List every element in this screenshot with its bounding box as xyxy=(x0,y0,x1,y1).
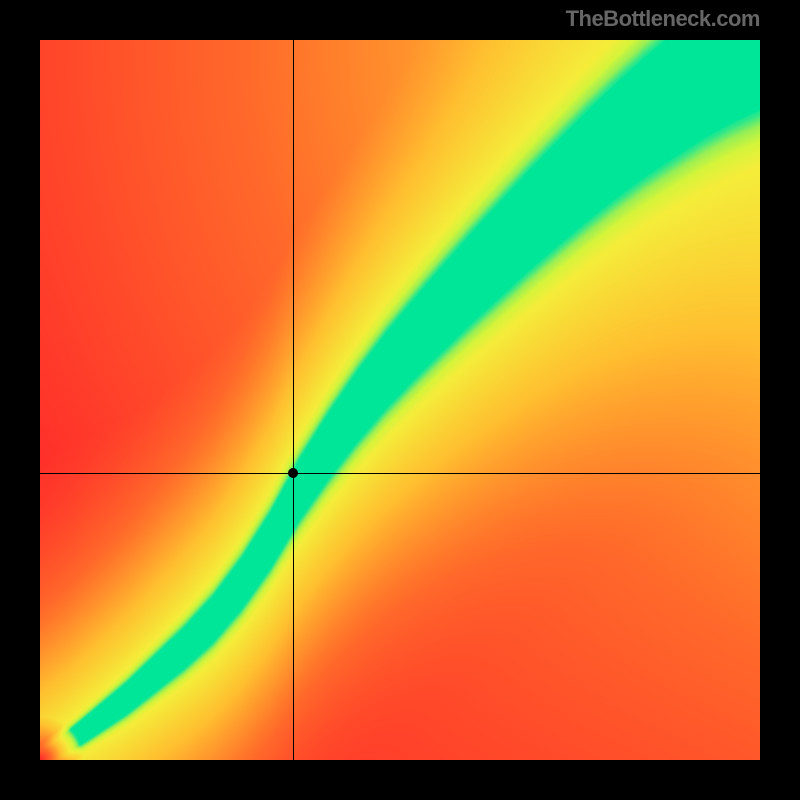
watermark-text: TheBottleneck.com xyxy=(566,6,760,32)
selected-point-marker xyxy=(288,468,298,478)
bottleneck-heatmap xyxy=(40,40,760,760)
crosshair-vertical xyxy=(293,40,294,760)
heatmap-canvas xyxy=(40,40,760,760)
crosshair-horizontal xyxy=(40,473,760,474)
